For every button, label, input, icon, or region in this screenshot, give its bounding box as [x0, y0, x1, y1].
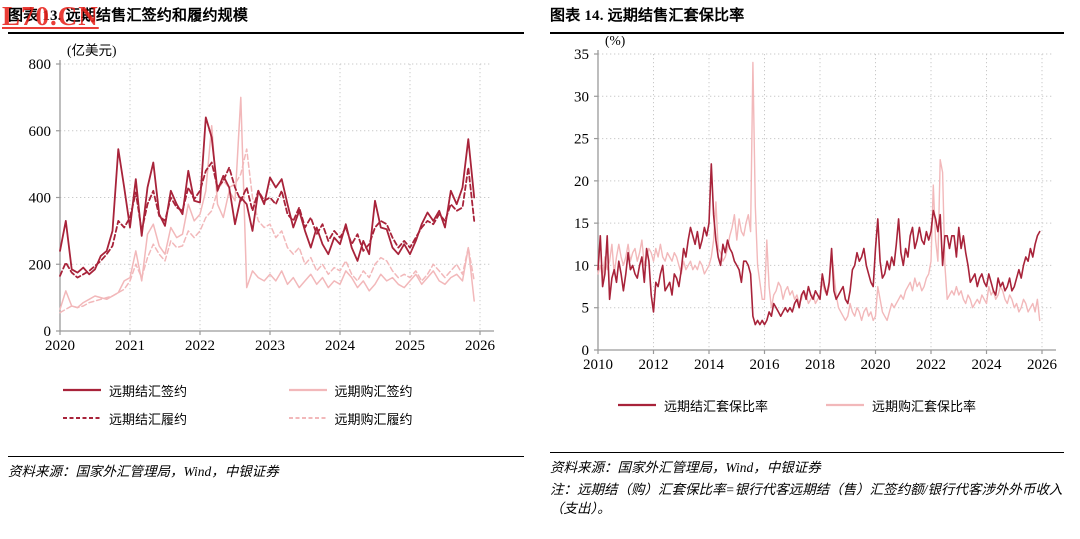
y-tick-label: 15 — [574, 216, 589, 232]
y-tick-label: 5 — [582, 300, 590, 316]
legend-label: 远期购汇履约 — [334, 411, 413, 427]
series-line-1 — [597, 162, 1041, 326]
x-tick-label: 2022 — [916, 357, 946, 373]
legend-item: 远期结汇履约 — [63, 409, 289, 428]
legend-label: 远期结汇签约 — [109, 383, 188, 399]
legend-line-sample — [826, 404, 865, 407]
x-tick-label: 2014 — [694, 357, 725, 373]
legend-item: 远期购汇签约 — [288, 381, 515, 400]
legend-label: 远期购汇签约 — [334, 383, 413, 399]
figure-13-chart-area: 0 200 400 600 800 2020 2021 2022 2023 2024 2025 202… — [8, 36, 524, 371]
axes — [594, 49, 1056, 354]
axis-unit-label: (亿美元) — [67, 43, 117, 58]
y-tick-label: 20 — [574, 174, 589, 190]
x-tick-label: 2023 — [255, 338, 285, 354]
x-tick-label: 2024 — [325, 338, 356, 354]
legend-line-sample — [618, 404, 656, 407]
x-tick-label: 2016 — [750, 357, 781, 373]
legend-line-sample — [288, 389, 327, 392]
figure-13-source: 资料来源：国家外汇管理局，Wind，中银证券 — [8, 464, 279, 479]
x-tick-label: 2020 — [861, 357, 891, 373]
figure-14-note: 注：远期结（购）汇套保比率=银行代客远期结（售）汇签约额/银行代客涉外外币收入（… — [550, 481, 1063, 517]
y-tick-label: 0 — [44, 324, 52, 340]
x-tick-label: 2025 — [395, 338, 425, 354]
x-tick-label: 2026 — [465, 338, 496, 354]
series-line-1 — [59, 96, 475, 310]
legend-line-sample — [63, 389, 101, 392]
legend-line-sample — [63, 417, 101, 420]
legend-item: 远期结汇套保比率 — [618, 396, 768, 415]
legend-label: 远期结汇履约 — [109, 411, 188, 427]
y-tick-label: 10 — [574, 258, 589, 274]
y-tick-label: 35 — [574, 47, 589, 63]
series-line-0 — [59, 148, 475, 314]
figure-14-source: 资料来源：国家外汇管理局，Wind，中银证券 — [550, 460, 821, 475]
gridlines — [60, 63, 492, 331]
figure-14-footer: 资料来源：国家外汇管理局，Wind，中银证券 注：远期结（购）汇套保比率=银行代… — [550, 452, 1064, 519]
forward-settlement-scale-chart: 0 200 400 600 800 2020 2021 2022 2023 2024 2025 202… — [29, 43, 496, 354]
x-tick-label: 2026 — [1027, 357, 1058, 373]
axis-labels: 0 200 400 600 800 2020 2021 2022 2023 2024 2025 202… — [29, 43, 496, 354]
legend-label: 远期购汇套保比率 — [872, 398, 977, 414]
figure-14-legend: 远期结汇套保比率 远期购汇套保比率 — [550, 396, 1064, 415]
x-tick-label: 2021 — [115, 338, 145, 354]
figure-13-footer: 资料来源：国家外汇管理局，Wind，中银证券 — [8, 456, 524, 482]
gridlines — [598, 53, 1054, 350]
figure-13-title: 图表 13. 远期结售汇签约和履约规模 — [8, 6, 524, 34]
series-lines — [597, 61, 1041, 326]
legend-item: 远期购汇履约 — [288, 409, 515, 428]
panel-figure-14: 图表 14. 远期结售汇套保比率 0 5 10 15 20 25 30 35 2010 2012 2… — [540, 0, 1080, 539]
figure-14-title: 图表 14. 远期结售汇套保比率 — [550, 6, 1064, 34]
panel-figure-13: 图表 13. 远期结售汇签约和履约规模 0 200 400 600 800 2020 202… — [8, 6, 524, 482]
y-tick-label: 200 — [29, 257, 52, 273]
figure-13-legend: 远期结汇签约 远期购汇签约远期结汇履约 远期购汇履约 — [8, 381, 524, 428]
x-tick-label: 2018 — [805, 357, 835, 373]
y-tick-label: 0 — [582, 343, 590, 359]
y-tick-label: 600 — [29, 124, 52, 140]
series-line-3 — [59, 116, 476, 275]
x-tick-label: 2024 — [972, 357, 1003, 373]
x-tick-label: 2010 — [583, 357, 613, 373]
legend-line-sample — [288, 417, 327, 420]
y-tick-label: 800 — [29, 57, 52, 73]
legend-item: 远期购汇套保比率 — [826, 396, 976, 415]
y-tick-label: 400 — [29, 190, 52, 206]
legend-item: 远期结汇签约 — [63, 381, 289, 400]
hedging-ratio-chart: 0 5 10 15 20 25 30 35 2010 2012 2014 2016 2018 2020 20… — [574, 33, 1058, 373]
axis-unit-label: (%) — [605, 36, 625, 48]
legend-label: 远期结汇套保比率 — [664, 398, 769, 414]
series-lines — [59, 96, 476, 314]
x-tick-label: 2020 — [45, 338, 75, 354]
axis-labels: 0 5 10 15 20 25 30 35 2010 2012 2014 2016 2018 2020 20… — [574, 33, 1058, 373]
y-tick-label: 25 — [574, 131, 589, 147]
axes — [56, 59, 494, 335]
x-tick-label: 2012 — [639, 357, 669, 373]
y-tick-label: 30 — [574, 89, 589, 105]
x-tick-label: 2022 — [185, 338, 215, 354]
figure-14-chart-area: 0 5 10 15 20 25 30 35 2010 2012 2014 2016 2018 2020 20… — [550, 33, 1064, 386]
